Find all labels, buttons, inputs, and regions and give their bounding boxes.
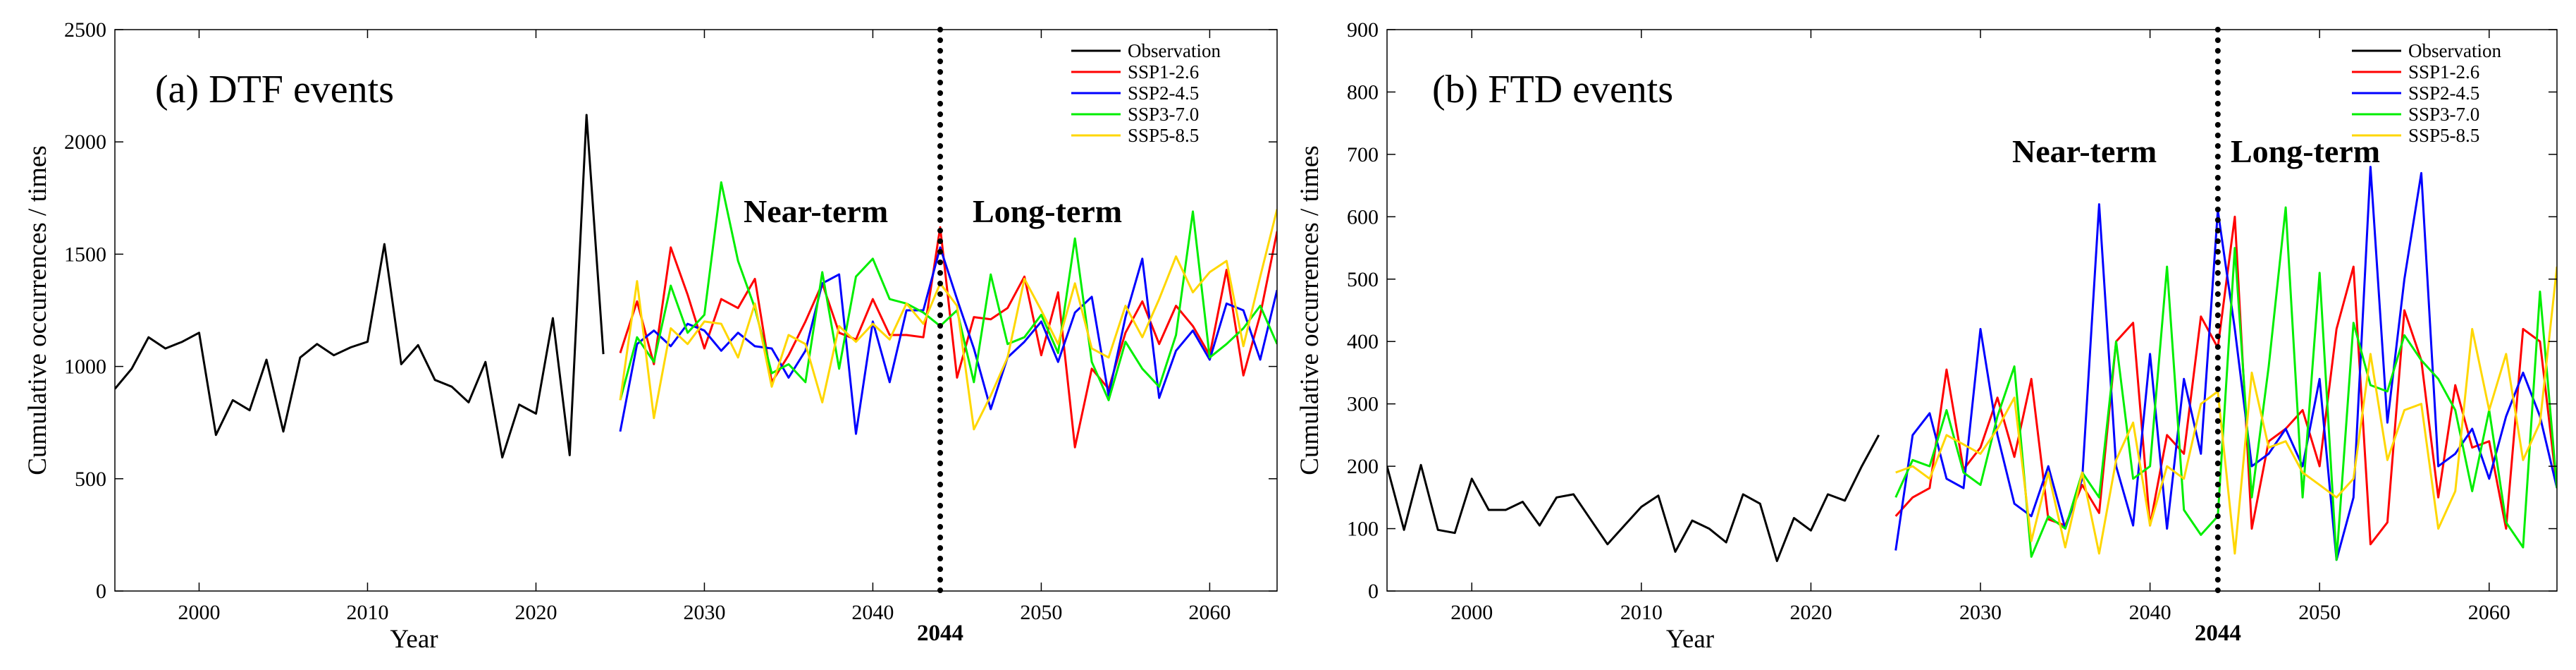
x-tick-label: 2050 xyxy=(2298,601,2341,624)
legend-label: SSP2-4.5 xyxy=(2408,83,2479,104)
near-term-label: Near-term xyxy=(744,193,888,229)
legend-label: Observation xyxy=(2408,40,2501,61)
divider-label: 2044 xyxy=(917,621,963,646)
y-tick-label: 800 xyxy=(1347,80,1379,104)
series-line-ssp2-4-5 xyxy=(619,246,1277,435)
divider-label: 2044 xyxy=(2195,621,2241,646)
x-tick-label: 2040 xyxy=(851,601,894,624)
y-tick-label: 0 xyxy=(96,580,106,603)
series-line-ssp1-2-6 xyxy=(1894,215,2557,546)
series-line-ssp3-7-0 xyxy=(1894,206,2557,561)
series-line-observation xyxy=(1387,434,1880,562)
x-tick-label: 2050 xyxy=(1020,601,1062,624)
x-tick-label: 2060 xyxy=(1188,601,1231,624)
x-tick-label: 2020 xyxy=(1789,601,1832,624)
y-tick-label: 400 xyxy=(1347,330,1379,353)
axes-frame xyxy=(114,29,1278,592)
series-group xyxy=(115,114,1277,459)
long-term-label: Long-term xyxy=(973,193,1122,229)
x-tick-label: 2060 xyxy=(2468,601,2510,624)
x-tick-label: 2010 xyxy=(1620,601,1663,624)
y-tick-label: 700 xyxy=(1347,143,1379,166)
x-tick-label: 2000 xyxy=(1450,601,1493,624)
near-term-label: Near-term xyxy=(2012,133,2157,169)
series-line-observation xyxy=(115,114,605,459)
legend-label: SSP3-7.0 xyxy=(1128,104,1199,125)
panel-dtf-events: 2044 2000 2010 2020 2030 2040 2050 2060 0 500 1000… xyxy=(23,18,1278,654)
x-axis-title: Year xyxy=(390,625,438,654)
legend-label: Observation xyxy=(1128,40,1221,61)
x-tick-label: 2030 xyxy=(683,601,725,624)
series-line-ssp2-4-5 xyxy=(1894,166,2557,561)
y-tick-label: 600 xyxy=(1347,205,1379,229)
legend: ObservationSSP1-2.6SSP2-4.5SSP3-7.0SSP5-… xyxy=(1071,40,1221,146)
y-tick-label: 300 xyxy=(1347,393,1379,416)
legend-label: SSP3-7.0 xyxy=(2408,104,2479,125)
x-tick-label: 2030 xyxy=(1959,601,2002,624)
y-tick-label: 0 xyxy=(1368,580,1379,603)
series-group xyxy=(1387,166,2557,562)
y-tick-label: 1500 xyxy=(64,243,106,266)
legend-label: SSP2-4.5 xyxy=(1128,83,1199,104)
y-tick-label: 2000 xyxy=(64,130,106,154)
y-tick-label: 900 xyxy=(1347,18,1379,42)
x-tick-label: 2020 xyxy=(514,601,557,624)
y-axis-title: Cumulative occurrences / times xyxy=(1295,145,1324,475)
series-line-ssp5-8-5 xyxy=(1895,266,2557,555)
x-axis-title: Year xyxy=(1666,625,1714,654)
y-tick-label: 500 xyxy=(75,468,106,491)
series-line-ssp5-8-5 xyxy=(619,209,1277,431)
y-axis-title: Cumulative occurrences / times xyxy=(23,145,52,475)
y-tick-label: 2500 xyxy=(64,18,106,42)
legend-label: SSP1-2.6 xyxy=(2408,61,2479,83)
legend: ObservationSSP1-2.6SSP2-4.5SSP3-7.0SSP5-… xyxy=(2352,40,2501,146)
panel-ftd-events: 2044 2000 2010 2020 2030 2040 2050 2060 0 100 200 3… xyxy=(1295,18,2558,654)
y-tick-label: 100 xyxy=(1347,518,1379,541)
panel-title: (a) DTF events xyxy=(155,68,394,111)
y-tick-label: 500 xyxy=(1347,268,1379,291)
x-tick-label: 2040 xyxy=(2129,601,2171,624)
legend-label: SSP5-8.5 xyxy=(1128,125,1199,146)
series-line-ssp1-2-6 xyxy=(619,226,1277,449)
axes-frame xyxy=(1386,29,2558,592)
x-tick-label: 2000 xyxy=(178,601,220,624)
series-line-ssp3-7-0 xyxy=(619,181,1277,401)
long-term-label: Long-term xyxy=(2231,133,2380,169)
y-tick-label: 1000 xyxy=(64,355,106,379)
y-tick-label: 200 xyxy=(1347,455,1379,478)
legend-label: SSP5-8.5 xyxy=(2408,125,2479,146)
x-tick-label: 2010 xyxy=(346,601,388,624)
panel-title: (b) FTD events xyxy=(1432,68,1673,111)
legend-label: SSP1-2.6 xyxy=(1128,61,1199,83)
